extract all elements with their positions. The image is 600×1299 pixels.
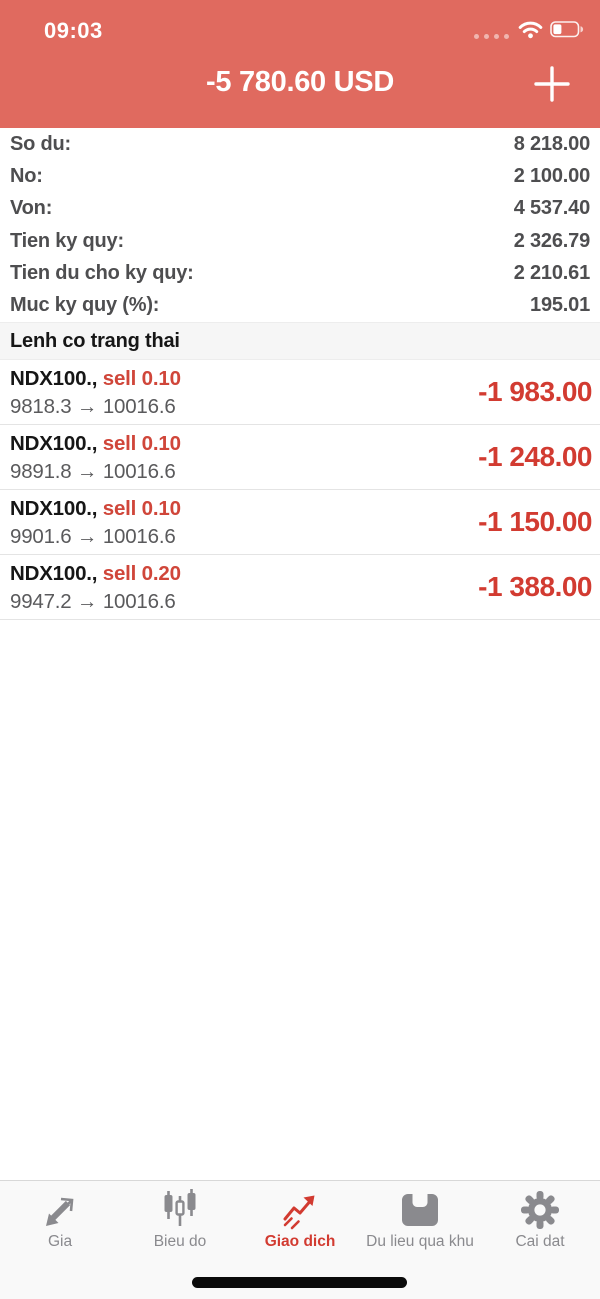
current-price: 10016.6	[102, 590, 176, 613]
home-indicator[interactable]	[192, 1277, 407, 1288]
current-price: 10016.6	[102, 460, 176, 483]
position-prices-line: 9901.6 → 10016.6	[10, 523, 592, 551]
position-symbol: NDX100.,	[10, 367, 98, 390]
cellular-dots-icon	[474, 33, 509, 39]
position-side-volume: sell 0.10	[102, 432, 181, 455]
open-price: 9818.3	[10, 395, 72, 418]
positions-section-header: Lenh co trang thai	[0, 322, 600, 360]
position-symbol-line: NDX100., sell 0.10	[10, 495, 592, 523]
position-row[interactable]: NDX100., sell 0.20 9947.2 → 10016.6 -1 3…	[0, 555, 600, 620]
summary-value: 2 326.79	[513, 229, 590, 252]
position-symbol-line: NDX100., sell 0.10	[10, 430, 592, 458]
open-price: 9947.2	[10, 590, 72, 613]
positions-section-title: Lenh co trang thai	[10, 329, 180, 352]
summary-label: Von:	[10, 197, 53, 220]
summary-row-margin: Tien ky quy: 2 326.79	[0, 225, 600, 257]
position-row[interactable]: NDX100., sell 0.10 9891.8 → 10016.6 -1 2…	[0, 425, 600, 490]
position-side-volume: sell 0.10	[102, 367, 181, 390]
navigation-bar: 09:03	[0, 0, 600, 128]
summary-label: So du:	[10, 132, 72, 155]
total-floating-pl-title: -5 780.60 USD	[206, 66, 394, 98]
summary-row-debt: No: 2 100.00	[0, 160, 600, 192]
tab-history[interactable]: Du lieu qua khu	[360, 1181, 480, 1299]
account-summary: So du: 8 218.00 No: 2 100.00 Von: 4 537.…	[0, 128, 600, 322]
arrow-right-icon: →	[77, 395, 98, 418]
summary-value: 8 218.00	[513, 132, 590, 155]
summary-value: 4 537.40	[513, 197, 590, 220]
wifi-icon	[518, 20, 543, 44]
summary-value: 195.01	[530, 294, 590, 317]
summary-value: 2 210.61	[513, 261, 590, 284]
position-prices-line: 9818.3 → 10016.6	[10, 393, 592, 421]
position-symbol: NDX100.,	[10, 562, 98, 585]
positions-list: NDX100., sell 0.10 9818.3 → 10016.6 -1 9…	[0, 360, 600, 620]
tab-charts[interactable]: Bieu do	[120, 1181, 240, 1299]
candlestick-chart-icon	[159, 1188, 201, 1232]
status-bar: 09:03	[0, 14, 600, 48]
summary-label: Tien ky quy:	[10, 229, 124, 252]
navbar-row: -5 780.60 USD	[0, 48, 600, 128]
arrow-right-icon: →	[77, 460, 98, 483]
position-symbol-line: NDX100., sell 0.20	[10, 560, 592, 588]
position-prices-line: 9947.2 → 10016.6	[10, 588, 592, 616]
tab-trade[interactable]: Giao dich	[240, 1181, 360, 1299]
bottom-tab-bar: Gia Bieu do	[0, 1180, 600, 1299]
summary-label: No:	[10, 164, 43, 187]
position-side-volume: sell 0.10	[102, 497, 181, 520]
settings-gear-icon	[519, 1188, 561, 1232]
position-symbol: NDX100.,	[10, 432, 98, 455]
position-prices-line: 9891.8 → 10016.6	[10, 458, 592, 486]
history-tray-icon	[397, 1188, 443, 1232]
position-symbol: NDX100.,	[10, 497, 98, 520]
summary-label: Tien du cho ky quy:	[10, 261, 194, 284]
position-profit: -1 388.00	[478, 571, 592, 602]
summary-value: 2 100.00	[513, 164, 590, 187]
position-side-volume: sell 0.20	[102, 562, 181, 585]
tab-quotes[interactable]: Gia	[0, 1181, 120, 1299]
position-row[interactable]: NDX100., sell 0.10 9818.3 → 10016.6 -1 9…	[0, 360, 600, 425]
tab-settings[interactable]: Cai dat	[480, 1181, 600, 1299]
tab-label: Giao dich	[264, 1233, 336, 1250]
battery-icon	[550, 21, 584, 43]
open-price: 9901.6	[10, 525, 72, 548]
position-profit: -1 983.00	[478, 376, 592, 407]
summary-label: Muc ky quy (%):	[10, 294, 160, 317]
position-profit: -1 150.00	[478, 506, 592, 537]
status-icons	[474, 20, 584, 44]
open-price: 9891.8	[10, 460, 72, 483]
arrow-right-icon: →	[77, 525, 98, 548]
current-price: 10016.6	[102, 525, 176, 548]
summary-row-free-margin: Tien du cho ky quy: 2 210.61	[0, 257, 600, 289]
quotes-arrows-icon	[39, 1188, 81, 1232]
tab-label: Gia	[47, 1233, 73, 1250]
clock-text: 09:03	[44, 18, 103, 43]
tab-label: Cai dat	[515, 1233, 565, 1250]
current-price: 10016.6	[102, 395, 176, 418]
plus-icon	[534, 66, 570, 102]
summary-row-balance: So du: 8 218.00	[0, 128, 600, 160]
tab-label: Bieu do	[153, 1233, 207, 1250]
summary-row-equity: Von: 4 537.40	[0, 193, 600, 225]
position-profit: -1 248.00	[478, 441, 592, 472]
tab-label: Du lieu qua khu	[366, 1233, 474, 1250]
arrow-right-icon: →	[77, 590, 98, 613]
trade-trend-icon	[279, 1188, 321, 1232]
add-order-button[interactable]	[530, 62, 574, 106]
position-symbol-line: NDX100., sell 0.10	[10, 365, 592, 393]
summary-row-margin-level: Muc ky quy (%): 195.01	[0, 289, 600, 321]
position-row[interactable]: NDX100., sell 0.10 9901.6 → 10016.6 -1 1…	[0, 490, 600, 555]
